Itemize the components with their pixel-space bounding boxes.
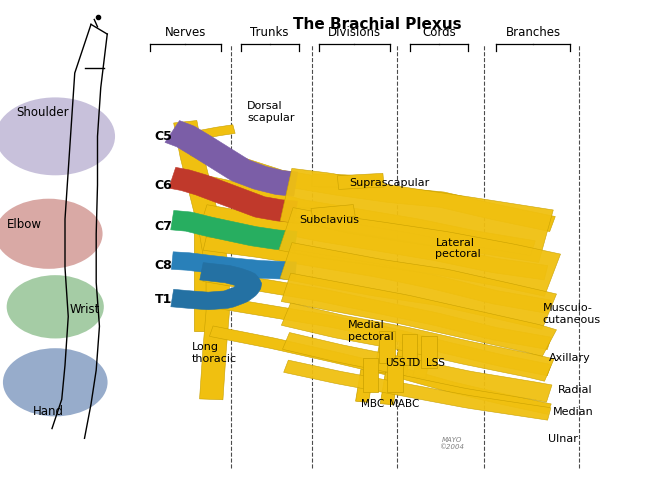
- Ellipse shape: [0, 97, 115, 175]
- Text: Nerves: Nerves: [164, 26, 206, 39]
- Text: Axillary: Axillary: [549, 353, 591, 363]
- Text: Median: Median: [553, 407, 594, 416]
- Text: LSS: LSS: [426, 358, 445, 368]
- Text: C8: C8: [155, 259, 172, 272]
- PathPatch shape: [203, 237, 551, 314]
- Text: Divisions: Divisions: [328, 26, 381, 39]
- Ellipse shape: [6, 275, 104, 338]
- Polygon shape: [393, 342, 413, 376]
- Text: Medial
pectoral: Medial pectoral: [348, 320, 393, 342]
- Polygon shape: [194, 219, 207, 331]
- PathPatch shape: [281, 303, 554, 381]
- Ellipse shape: [3, 348, 108, 416]
- PathPatch shape: [280, 169, 553, 262]
- Text: Trunks: Trunks: [250, 26, 289, 39]
- Text: Subclavius: Subclavius: [299, 215, 359, 225]
- Ellipse shape: [0, 199, 103, 269]
- Text: MBC: MBC: [361, 399, 384, 409]
- PathPatch shape: [190, 125, 235, 141]
- PathPatch shape: [311, 205, 355, 220]
- Text: TD: TD: [406, 358, 421, 368]
- Text: Branches: Branches: [506, 26, 560, 39]
- PathPatch shape: [165, 121, 298, 196]
- Polygon shape: [387, 358, 403, 392]
- Text: C5: C5: [155, 130, 172, 143]
- Text: Radial: Radial: [558, 385, 592, 394]
- PathPatch shape: [171, 210, 297, 251]
- Text: T1: T1: [155, 293, 172, 306]
- Text: Ulnar: Ulnar: [548, 434, 578, 444]
- Text: C7: C7: [155, 220, 172, 233]
- Polygon shape: [380, 372, 398, 405]
- Polygon shape: [421, 336, 437, 368]
- Text: Lateral
pectoral: Lateral pectoral: [436, 238, 481, 259]
- PathPatch shape: [199, 175, 535, 256]
- Text: The Brachial Plexus: The Brachial Plexus: [292, 17, 462, 32]
- PathPatch shape: [337, 173, 384, 189]
- PathPatch shape: [285, 206, 342, 221]
- PathPatch shape: [280, 243, 556, 329]
- PathPatch shape: [190, 142, 555, 231]
- PathPatch shape: [283, 360, 551, 420]
- Text: Long
thoracic: Long thoracic: [192, 342, 237, 364]
- PathPatch shape: [172, 252, 296, 280]
- PathPatch shape: [279, 207, 560, 296]
- Text: Elbow: Elbow: [7, 218, 42, 230]
- Polygon shape: [363, 358, 378, 392]
- PathPatch shape: [169, 168, 298, 223]
- Polygon shape: [379, 331, 395, 363]
- PathPatch shape: [171, 262, 262, 310]
- Text: Shoulder: Shoulder: [16, 106, 68, 118]
- PathPatch shape: [174, 120, 229, 400]
- Text: C6: C6: [155, 179, 172, 191]
- Polygon shape: [374, 340, 393, 374]
- Text: MABC: MABC: [389, 399, 419, 409]
- PathPatch shape: [311, 174, 368, 189]
- Text: Suprascapular: Suprascapular: [350, 178, 430, 187]
- Polygon shape: [402, 334, 417, 365]
- Text: Cords: Cords: [422, 26, 456, 39]
- Polygon shape: [413, 345, 432, 378]
- Text: USS: USS: [385, 358, 406, 368]
- PathPatch shape: [203, 205, 548, 280]
- PathPatch shape: [283, 333, 552, 402]
- Polygon shape: [356, 370, 374, 402]
- Text: Wrist: Wrist: [70, 303, 99, 316]
- Text: Dorsal
scapular: Dorsal scapular: [247, 101, 294, 123]
- PathPatch shape: [209, 326, 551, 414]
- PathPatch shape: [203, 269, 551, 350]
- PathPatch shape: [213, 296, 551, 376]
- Text: MAYO
©2004: MAYO ©2004: [439, 437, 464, 450]
- Text: Hand: Hand: [33, 405, 64, 418]
- Text: Musculo-
cutaneous: Musculo- cutaneous: [543, 303, 601, 325]
- PathPatch shape: [281, 273, 556, 357]
